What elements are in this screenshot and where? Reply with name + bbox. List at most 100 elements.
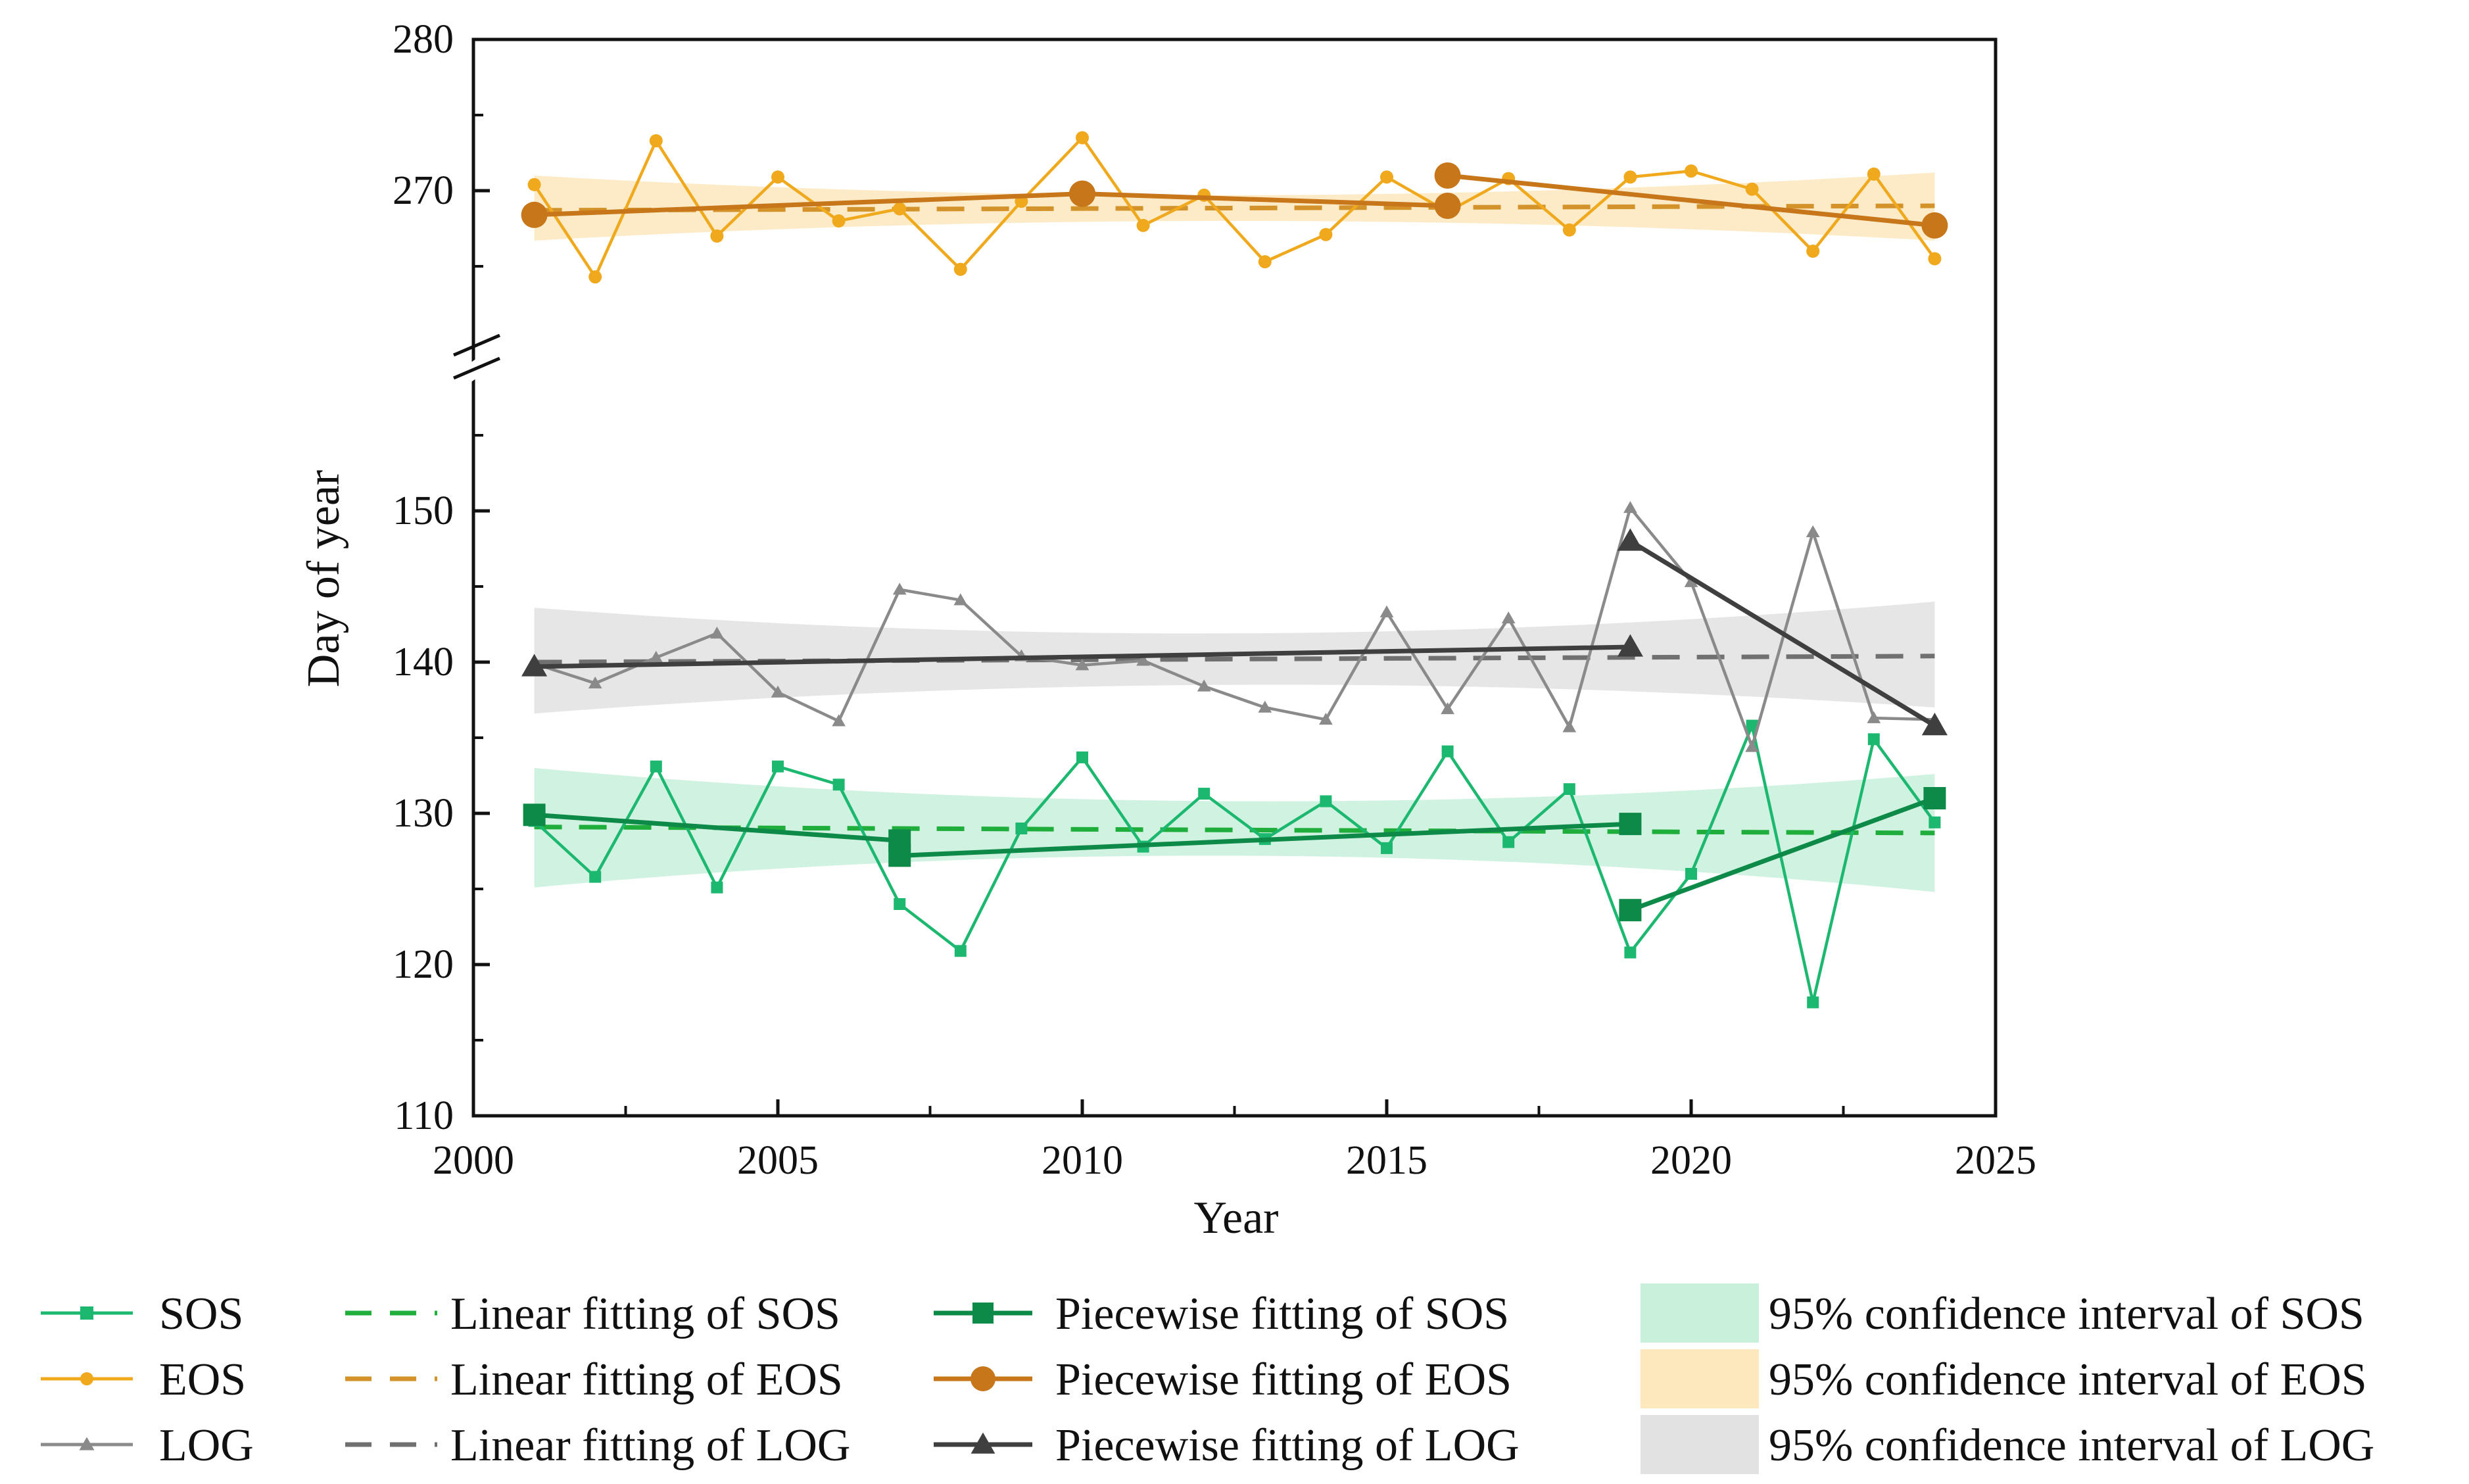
legend-label-piecewise-eos: Piecewise fitting of EOS: [1055, 1354, 1512, 1405]
log-point-2018: [1562, 720, 1577, 732]
sos-point-2018: [1563, 783, 1575, 796]
sos-point-2007: [894, 898, 906, 910]
sos-point-2020: [1685, 868, 1697, 880]
log-point-2014: [1319, 713, 1333, 725]
piecewise-marker-eos-3-1: [1434, 162, 1461, 189]
log-point-2017: [1501, 611, 1516, 624]
eos-point-2024: [1928, 252, 1942, 266]
x-tick-label-2025: 2025: [1955, 1138, 2036, 1183]
y-tick-label-110: 110: [394, 1093, 454, 1138]
legend-label-eos: EOS: [159, 1354, 246, 1405]
legend-swatch-ci-log: [1641, 1415, 1759, 1474]
sos-point-2010: [1076, 751, 1088, 763]
sos-point-2017: [1502, 836, 1515, 848]
piecewise-marker-sos-3-2: [1923, 787, 1946, 809]
piecewise-segment-eos-3: [1447, 173, 1935, 228]
eos-point-2015: [1380, 170, 1393, 184]
sos-point-2008: [954, 945, 967, 957]
legend-label-ci-sos: 95% confidence interval of SOS: [1769, 1289, 2364, 1339]
eos-point-2011: [1136, 218, 1150, 232]
series-line-eos: [533, 135, 1936, 280]
sos-point-2006: [832, 778, 845, 791]
piecewise-marker-sos-2-1: [888, 844, 911, 867]
eos-point-2005: [771, 170, 784, 184]
piecewise-segment-eos-1: [534, 191, 1083, 218]
eos-point-2010: [1076, 131, 1089, 145]
linear-fits-layer: [534, 203, 1935, 836]
piecewise-segment-sos-1: [534, 812, 900, 843]
x-axis-title: Year: [1194, 1193, 1279, 1243]
legend-label-piecewise-log: Piecewise fitting of LOG: [1055, 1420, 1520, 1471]
piecewise-segment-sos-3: [1629, 796, 1936, 913]
piecewise-marker-log-1-2: [1617, 634, 1643, 657]
piecewise-marker-log-2-1: [1617, 528, 1643, 551]
log-point-2006: [832, 714, 846, 727]
legend-marker-eos: [80, 1372, 93, 1385]
log-point-2011: [1136, 654, 1150, 666]
piecewise-fits-layer: [521, 162, 1948, 922]
sos-point-2009: [1015, 823, 1028, 834]
log-point-2012: [1197, 679, 1211, 692]
eos-point-2018: [1562, 223, 1576, 237]
legend-marker-piecewise-eos: [971, 1366, 995, 1391]
legend: SOS Linear fitting of SOS Piecewise fittin…: [41, 1283, 2374, 1474]
sos-point-2002: [589, 871, 602, 883]
y-tick-label-270: 270: [393, 168, 454, 213]
eos-point-2023: [1867, 167, 1881, 181]
sos-point-2016: [1441, 745, 1454, 757]
eos-point-2022: [1806, 245, 1820, 258]
piecewise-marker-sos-1-1: [523, 803, 546, 826]
axis-break-mark-upper: [453, 333, 500, 357]
piecewise-marker-eos-2-2: [1434, 193, 1461, 219]
legend-marker-piecewise-sos: [972, 1303, 994, 1324]
legend-marker-sos: [80, 1306, 93, 1320]
legend-label-linear-eos: Linear fitting of EOS: [450, 1354, 843, 1405]
legend-swatch-ci-sos: [1641, 1283, 1759, 1343]
sos-point-2023: [1867, 733, 1880, 746]
log-point-2013: [1258, 700, 1272, 713]
log-point-2019: [1623, 501, 1637, 514]
eos-point-2004: [710, 229, 724, 243]
linear-fit-eos: [534, 203, 1935, 213]
log-point-2010: [1075, 658, 1090, 671]
log-point-2004: [710, 626, 724, 639]
piecewise-segment-log-2: [1629, 539, 1936, 728]
confidence-band-sos: [534, 768, 1935, 892]
log-point-2022: [1806, 525, 1820, 537]
eos-point-2007: [893, 202, 907, 216]
series-line-sos: [533, 721, 1936, 1003]
log-point-2023: [1867, 711, 1881, 723]
series-line-log: [533, 504, 1935, 752]
legend-swatch-ci-eos: [1641, 1349, 1759, 1408]
piecewise-segment-sos-2: [899, 821, 1631, 858]
eos-point-2008: [953, 262, 967, 276]
eos-point-2013: [1258, 255, 1272, 269]
eos-point-2020: [1685, 164, 1698, 178]
piecewise-segment-log-1: [534, 644, 1631, 669]
eos-point-2006: [832, 214, 846, 227]
log-point-2003: [649, 650, 663, 663]
legend-label-log: LOG: [159, 1420, 254, 1471]
sos-point-2015: [1381, 842, 1393, 854]
legend-label-ci-log: 95% confidence interval of LOG: [1769, 1420, 2374, 1471]
legend-label-ci-eos: 95% confidence interval of EOS: [1769, 1354, 2367, 1405]
sos-point-2005: [772, 760, 784, 773]
log-point-2021: [1745, 740, 1759, 752]
log-point-2008: [953, 593, 968, 606]
x-tick-label-2000: 2000: [433, 1138, 514, 1183]
sos-point-2021: [1746, 719, 1758, 732]
piecewise-marker-eos-3-2: [1921, 212, 1948, 239]
x-tick-label-2020: 2020: [1650, 1138, 1732, 1183]
log-point-2020: [1684, 575, 1698, 587]
log-point-2016: [1441, 702, 1454, 715]
legend-label-linear-sos: Linear fitting of SOS: [450, 1289, 840, 1339]
confidence-band-log: [534, 602, 1935, 714]
piecewise-marker-eos-2-1: [1069, 180, 1095, 207]
legend-marker-piecewise-log: [971, 1432, 995, 1454]
eos-point-2001: [527, 178, 541, 191]
piecewise-marker-eos-1-1: [521, 201, 548, 228]
log-point-2007: [892, 583, 907, 595]
log-point-2015: [1379, 605, 1394, 617]
